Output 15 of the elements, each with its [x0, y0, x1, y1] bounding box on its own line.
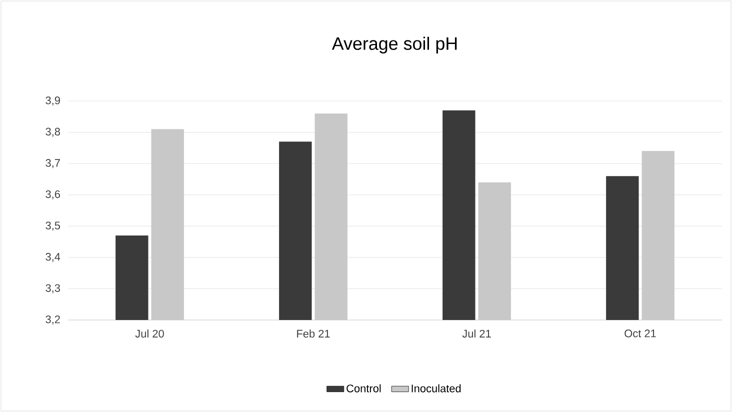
x-tick-label: Jul 21: [462, 330, 491, 338]
legend-label: Inoculated: [412, 384, 461, 392]
y-tick-label: 3,9: [46, 96, 60, 106]
y-tick-label: 3,4: [46, 252, 60, 262]
y-tick-label: 3,6: [46, 190, 60, 200]
x-tick-label: Feb 21: [297, 330, 330, 338]
y-tick-label: 3,2: [46, 315, 60, 325]
y-tick-label: 3,7: [46, 159, 60, 168]
y-tick-label: 3,5: [46, 222, 60, 231]
y-tick-label: 3,8: [46, 128, 60, 137]
chart-title: Average soil pH: [332, 36, 457, 54]
y-tick-label: 3,3: [46, 284, 60, 294]
x-tick-label: Oct 21: [624, 330, 656, 338]
legend-label: Control: [346, 384, 381, 392]
x-tick-label: Jul 20: [135, 330, 164, 338]
